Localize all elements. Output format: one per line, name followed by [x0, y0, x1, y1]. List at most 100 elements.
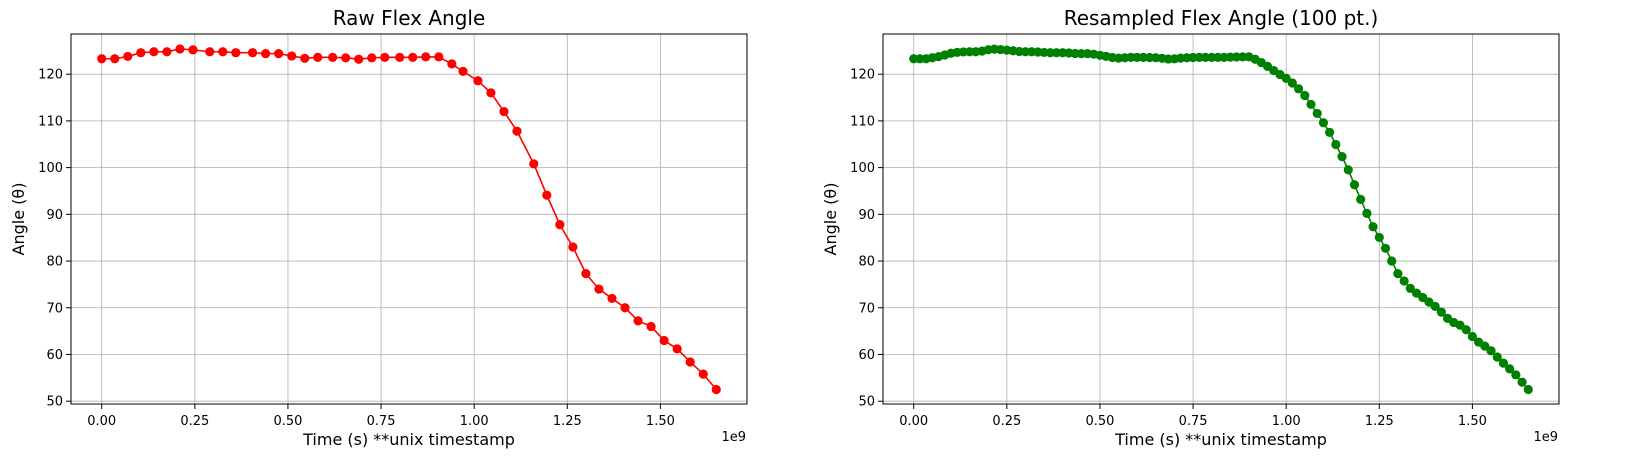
data-point: [434, 52, 444, 62]
y-axis-label: Angle (θ): [9, 183, 28, 256]
data-point: [1517, 377, 1527, 387]
y-tick-label: 120: [850, 68, 875, 83]
data-point: [149, 47, 159, 57]
data-point: [367, 53, 377, 63]
y-tick-label: 50: [46, 395, 63, 410]
data-point: [1387, 256, 1397, 266]
x-offset-label: 1e9: [1533, 430, 1558, 445]
data-point: [458, 66, 468, 76]
x-tick-label: 0.00: [87, 414, 116, 429]
data-series-resampled: [909, 44, 1533, 395]
data-series-raw: [97, 44, 721, 395]
axis-ticks: 0.00 0.25 0.50 0.75 1.00 1.25 1.50 50 60 70 80 90 10…: [38, 68, 675, 429]
x-axis-label: Time (s) **unix timestamp: [302, 430, 515, 449]
y-tick-label: 90: [858, 208, 875, 223]
data-point: [447, 59, 457, 69]
data-point: [1312, 108, 1322, 119]
data-point: [97, 54, 107, 64]
data-point: [685, 357, 695, 367]
data-point: [711, 384, 721, 395]
y-tick-label: 120: [38, 68, 63, 83]
data-point: [1287, 78, 1297, 88]
data-point: [287, 51, 297, 61]
data-point: [341, 53, 351, 63]
data-point: [110, 54, 120, 64]
data-point: [205, 47, 215, 57]
data-point: [188, 45, 198, 55]
grid-lines: [71, 34, 747, 404]
data-point: [136, 48, 146, 58]
axis-ticks: 0.00 0.25 0.50 0.75 1.00 1.25 1.50 50 60 70 80 90 10…: [850, 68, 1487, 429]
series-line: [913, 48, 1529, 391]
data-point: [1405, 283, 1415, 293]
y-tick-label: 80: [46, 255, 63, 270]
y-tick-label: 90: [46, 208, 63, 223]
y-tick-label: 70: [858, 301, 875, 316]
x-tick-label: 0.75: [1179, 414, 1208, 429]
data-point: [1325, 127, 1335, 137]
data-point: [1293, 84, 1304, 94]
data-point: [218, 47, 228, 57]
data-point: [1430, 301, 1440, 312]
data-point: [620, 303, 630, 313]
y-tick-label: 60: [46, 348, 63, 363]
data-point: [1368, 222, 1378, 232]
x-tick-label: 1.00: [460, 414, 489, 429]
data-point: [1436, 307, 1446, 317]
data-point: [395, 52, 405, 62]
data-point: [175, 44, 185, 54]
data-point: [1356, 194, 1366, 204]
data-point: [1498, 358, 1509, 368]
data-point: [486, 88, 496, 98]
data-point: [1492, 352, 1502, 362]
data-point: [607, 293, 617, 304]
data-point: [1374, 232, 1384, 243]
data-point: [1486, 346, 1496, 356]
data-point: [1461, 325, 1471, 335]
data-point: [162, 47, 172, 57]
x-tick-label: 0.50: [1085, 414, 1114, 429]
data-point: [568, 242, 578, 252]
data-point: [1331, 139, 1341, 150]
plot-frame: [882, 33, 1560, 405]
data-point: [313, 52, 323, 62]
y-tick-label: 60: [858, 348, 875, 363]
x-offset-label: 1e9: [721, 430, 746, 445]
data-point: [123, 51, 133, 62]
y-tick-label: 80: [858, 255, 875, 270]
x-tick-label: 1.25: [1365, 414, 1394, 429]
x-axis-label: Time (s) **unix timestamp: [1114, 430, 1327, 449]
y-tick-label: 110: [850, 114, 875, 129]
data-point: [1337, 152, 1347, 162]
chart-title: Resampled Flex Angle (100 pt.): [1064, 6, 1379, 30]
y-tick-label: 100: [850, 161, 875, 176]
data-point: [300, 53, 310, 63]
data-point: [1318, 118, 1329, 128]
x-tick-label: 0.50: [273, 414, 302, 429]
data-point: [354, 54, 364, 64]
data-point: [594, 284, 604, 294]
x-tick-label: 1.00: [1272, 414, 1301, 429]
x-tick-label: 1.50: [1458, 414, 1487, 429]
x-tick-label: 0.25: [992, 414, 1021, 429]
chart-title: Raw Flex Angle: [333, 6, 486, 30]
data-point: [1511, 370, 1521, 380]
data-point: [646, 321, 656, 332]
data-point: [1380, 243, 1391, 253]
data-point: [1399, 276, 1409, 286]
y-axis-label: Angle (θ): [821, 183, 840, 256]
data-point: [1523, 384, 1533, 395]
y-tick-label: 110: [38, 114, 63, 129]
chart-resampled-flex-angle: Resampled Flex Angle (100 pt.) Time (s) …: [821, 6, 1560, 449]
data-point: [698, 369, 708, 379]
data-point: [380, 52, 390, 62]
data-point: [529, 159, 539, 169]
data-point: [672, 344, 682, 354]
data-point: [1393, 269, 1403, 279]
data-point: [231, 48, 241, 58]
data-point: [1467, 331, 1478, 342]
data-point: [1306, 99, 1316, 110]
data-point: [1300, 90, 1310, 101]
plot-frame: [70, 33, 748, 405]
